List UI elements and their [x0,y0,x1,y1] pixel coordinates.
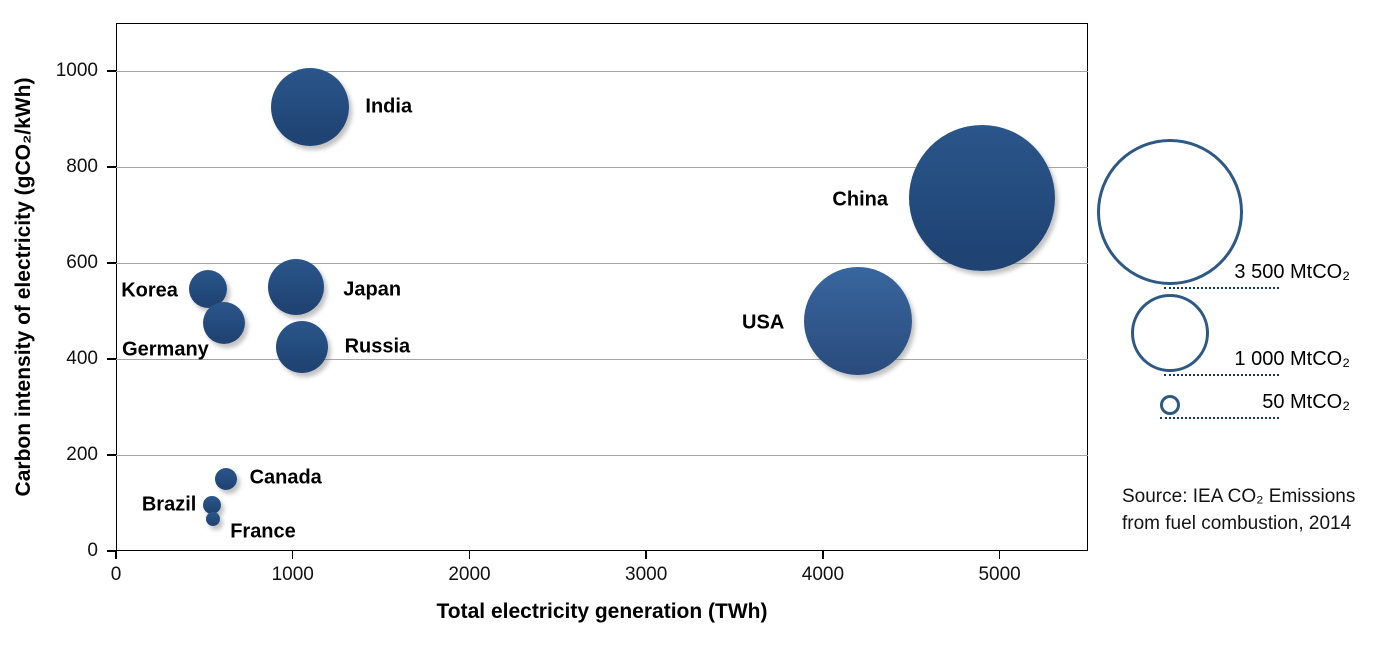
x-tick-mark-1000 [291,551,294,559]
x-tick-label-3000: 3000 [625,564,668,585]
y-tick-label-600: 600 [66,252,98,273]
gridline-800 [116,166,1088,168]
legend-label-3500: 3 500 MtCO₂ [1234,260,1350,283]
y-tick-mark-1000 [107,70,116,72]
bubble-usa [804,266,913,375]
gridline-400 [116,358,1088,360]
gridline-600 [116,262,1088,264]
y-tick-label-0: 0 [87,540,98,561]
y-tick-mark-0 [107,550,116,552]
gridline-1000 [116,70,1088,72]
country-label-canada: Canada [249,466,322,489]
country-label-korea: Korea [121,279,178,302]
source-note-line1: Source: IEA CO₂ Emissions [1122,486,1356,507]
y-tick-label-1000: 1000 [55,60,98,81]
legend-circle-50 [1160,395,1180,415]
legend-label-50: 50 MtCO₂ [1262,390,1350,413]
bubble-china [908,125,1055,272]
x-axis-title: Total electricity generation (TWh) [436,600,768,623]
y-tick-label-400: 400 [66,348,98,369]
country-label-russia: Russia [344,335,411,358]
x-tick-mark-0 [115,551,117,559]
country-label-india: India [365,95,413,118]
legend-circle-1000 [1131,294,1209,372]
x-tick-label-4000: 4000 [801,564,845,585]
legend-leader-3500 [1164,286,1279,289]
x-tick-label-5000: 5000 [978,564,1021,585]
y-tick-mark-600 [107,262,116,264]
bubble-japan [268,259,325,315]
source-note-line2: from fuel combustion, 2014 [1122,513,1352,534]
country-label-germany: Germany [122,338,209,361]
x-tick-label-2000: 2000 [448,564,491,585]
bubble-russia [275,321,328,373]
country-label-france: France [230,520,296,543]
y-tick-label-800: 800 [66,156,98,177]
source-note: Source: IEA CO₂ Emissions from fuel comb… [1122,483,1355,537]
y-axis-title: Carbon intensity of electricity (gCO₂/kW… [12,77,35,497]
y-tick-label-200: 200 [66,444,98,465]
bubble-india [271,68,350,146]
x-tick-label-1000: 1000 [271,564,314,585]
legend-label-1000: 1 000 MtCO₂ [1234,347,1350,370]
y-tick-mark-200 [107,454,116,456]
country-label-china: China [832,188,888,211]
bubble-germany [202,302,245,344]
x-tick-mark-2000 [468,551,471,559]
bubble-brazil [203,496,222,515]
country-label-japan: Japan [343,278,402,301]
x-tick-mark-3000 [645,551,647,559]
bubble-france [206,511,221,526]
x-tick-mark-5000 [998,551,1001,559]
x-tick-mark-4000 [822,551,824,559]
x-tick-label-0: 0 [110,564,122,585]
bubble-canada [214,468,237,490]
legend-leader-50 [1160,416,1279,419]
gridline-200 [116,454,1088,456]
y-tick-mark-800 [107,166,116,168]
legend-leader-1000 [1164,373,1279,376]
y-tick-mark-400 [107,358,116,360]
country-label-brazil: Brazil [141,493,197,516]
country-label-usa: USA [742,311,785,334]
legend-circle-3500 [1097,139,1243,285]
